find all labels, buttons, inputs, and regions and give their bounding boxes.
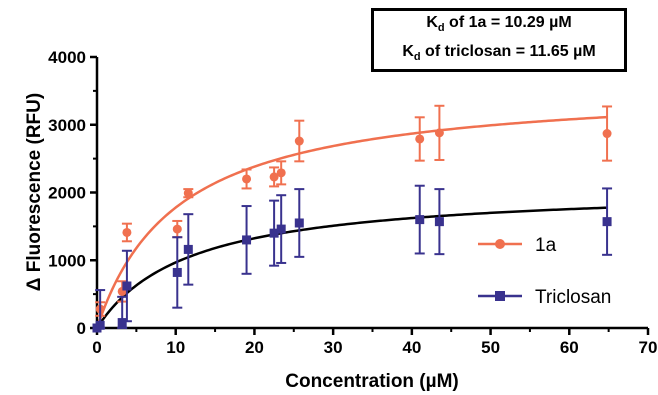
data-point-triclosan — [183, 244, 193, 254]
data-point-1a — [172, 224, 182, 234]
data-point-triclosan — [294, 218, 304, 228]
x-tick-label: 60 — [560, 338, 579, 357]
legend-label-1a: 1a — [535, 235, 557, 256]
y-axis-label: Δ Fluorescence (RFU) — [24, 93, 45, 291]
data-point-triclosan — [434, 217, 444, 227]
data-point-1a — [269, 172, 279, 182]
fit-curve-triclosan — [95, 206, 608, 329]
fit-curves — [95, 115, 608, 329]
legend: 1a Triclosan — [478, 235, 611, 308]
kd-annotation-box: Kd of 1a = 10.29 µM Kd of triclosan = 11… — [371, 8, 627, 72]
kd-1a-text: Kd of 1a = 10.29 µM — [426, 13, 572, 34]
kd-triclosan-text: Kd of triclosan = 11.65 µM — [402, 43, 596, 64]
x-axis-label: Concentration (µM) — [285, 371, 459, 392]
data-points — [92, 104, 613, 333]
x-tick-label: 0 — [92, 338, 101, 357]
data-point-1a — [276, 168, 286, 178]
data-point-triclosan — [172, 267, 182, 277]
data-point-1a — [602, 129, 612, 139]
data-point-triclosan — [269, 228, 279, 238]
x-tick-label: 30 — [324, 338, 343, 357]
legend-label-triclosan: Triclosan — [535, 287, 611, 308]
y-tick-label: 1000 — [48, 251, 86, 270]
data-point-1a — [415, 134, 425, 144]
y-tick-label: 4000 — [48, 48, 86, 67]
y-tick-label: 0 — [77, 319, 86, 338]
data-point-1a — [294, 136, 304, 146]
y-tick-label: 3000 — [48, 116, 86, 135]
data-point-1a — [122, 227, 132, 237]
legend-marker-triclosan — [495, 291, 505, 301]
fit-curve-1a — [95, 115, 608, 329]
legend-marker-1a — [495, 239, 505, 249]
x-tick-label: 50 — [481, 338, 500, 357]
data-point-1a — [242, 174, 252, 184]
data-point-triclosan — [117, 318, 127, 328]
data-point-1a — [434, 128, 444, 138]
x-tick-label: 10 — [166, 338, 185, 357]
x-tick-label: 40 — [402, 338, 421, 357]
data-point-triclosan — [242, 235, 252, 245]
data-point-triclosan — [415, 215, 425, 225]
y-tick-label: 2000 — [48, 184, 86, 203]
data-point-triclosan — [95, 320, 105, 330]
data-point-1a — [183, 188, 193, 198]
axes: 0 1000 2000 3000 4000 0 10 20 30 40 50 60 70 — [48, 48, 657, 357]
data-point-triclosan — [276, 224, 286, 234]
data-point-triclosan — [122, 281, 132, 291]
x-tick-label: 20 — [245, 338, 264, 357]
data-point-triclosan — [602, 217, 612, 227]
x-tick-label: 70 — [639, 338, 658, 357]
